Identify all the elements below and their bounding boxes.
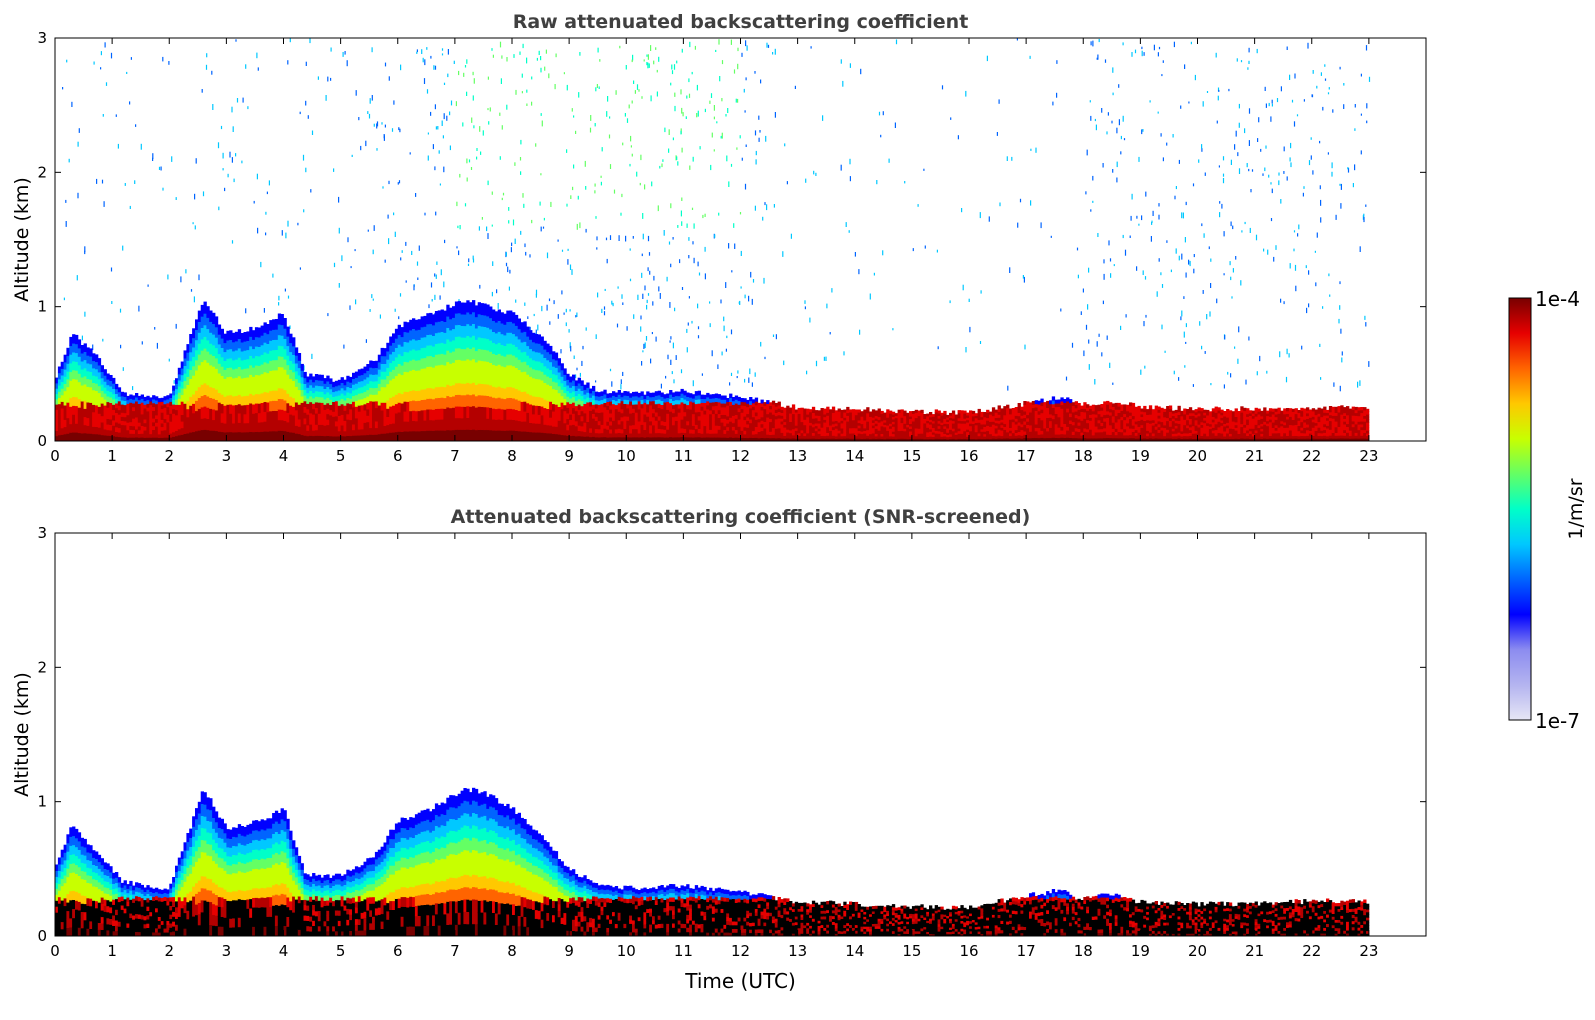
- x-tick-label: 17: [1017, 942, 1036, 960]
- x-tick-label: 4: [279, 942, 289, 960]
- y-tick-label: 1: [37, 298, 47, 316]
- colorbar-max-label: 1e-4: [1535, 287, 1580, 311]
- x-tick-label: 12: [731, 942, 750, 960]
- x-tick-label: 19: [1131, 942, 1150, 960]
- x-tick-label: 15: [902, 942, 921, 960]
- panel-2: 0 1 2 3 4 5 6 7 8 9 10 11 12 13 14 15 16 17 18 19 20 21 22 2301…: [11, 506, 1427, 993]
- colorbar-gradient: [1508, 297, 1532, 721]
- x-tick-label: 22: [1302, 447, 1321, 465]
- x-tick-label: 5: [336, 447, 346, 465]
- x-tick-label: 20: [1188, 447, 1207, 465]
- chart-title: Attenuated backscattering coefficient (S…: [451, 506, 1031, 528]
- x-tick-label: 23: [1359, 942, 1378, 960]
- panel-1: 0 1 2 3 4 5 6 7 8 9 10 11 12 13 14 15 16 17 18 19 20 21 22 2301…: [11, 11, 1427, 465]
- x-tick-label: 18: [1074, 942, 1093, 960]
- y-tick-label: 1: [37, 793, 47, 811]
- x-tick-label: 16: [959, 447, 978, 465]
- x-tick-label: 0: [50, 942, 60, 960]
- y-tick-label: 2: [37, 658, 47, 676]
- x-tick-label: 2: [164, 447, 174, 465]
- x-tick-label: 3: [222, 447, 232, 465]
- x-tick-label: 12: [731, 447, 750, 465]
- x-tick-label: 21: [1245, 942, 1264, 960]
- y-tick-label: 3: [37, 29, 47, 47]
- x-tick-label: 13: [788, 447, 807, 465]
- x-tick-label: 22: [1302, 942, 1321, 960]
- x-tick-label: 18: [1074, 447, 1093, 465]
- x-tick-label: 20: [1188, 942, 1207, 960]
- heatmap-field: [55, 787, 1370, 937]
- x-tick-label: 2: [164, 942, 174, 960]
- x-tick-label: 14: [845, 942, 864, 960]
- x-tick-label: 13: [788, 942, 807, 960]
- x-tick-label: 7: [450, 447, 460, 465]
- x-tick-label: 11: [674, 447, 693, 465]
- x-tick-label: 10: [617, 447, 636, 465]
- x-tick-label: 14: [845, 447, 864, 465]
- x-tick-label: 5: [336, 942, 346, 960]
- x-tick-label: 21: [1245, 447, 1264, 465]
- y-tick-label: 0: [37, 432, 47, 450]
- y-axis-label: Altitude (km): [11, 177, 33, 302]
- x-tick-label: 9: [564, 447, 574, 465]
- x-tick-label: 8: [507, 447, 517, 465]
- x-tick-label: 3: [222, 942, 232, 960]
- x-tick-label: 23: [1359, 447, 1378, 465]
- x-tick-label: 6: [393, 447, 403, 465]
- x-tick-label: 19: [1131, 447, 1150, 465]
- y-tick-label: 3: [37, 524, 47, 542]
- x-tick-label: 1: [107, 447, 117, 465]
- colorbar: 1e-4 1e-7 1/m/sr: [1508, 287, 1587, 733]
- x-tick-label: 8: [507, 942, 517, 960]
- heatmap-field: [55, 38, 1371, 442]
- x-tick-label: 0: [50, 447, 60, 465]
- y-axis-label: Altitude (km): [11, 672, 33, 797]
- x-tick-label: 17: [1017, 447, 1036, 465]
- x-tick-label: 1: [107, 942, 117, 960]
- x-tick-label: 7: [450, 942, 460, 960]
- x-tick-label: 11: [674, 942, 693, 960]
- y-tick-label: 2: [37, 163, 47, 181]
- x-tick-label: 6: [393, 942, 403, 960]
- x-tick-label: 9: [564, 942, 574, 960]
- x-tick-label: 15: [902, 447, 921, 465]
- chart-title: Raw attenuated backscattering coefficien…: [513, 11, 969, 33]
- x-tick-label: 10: [617, 942, 636, 960]
- y-tick-label: 0: [37, 927, 47, 945]
- x-axis-label: Time (UTC): [684, 969, 796, 993]
- colorbar-label: 1/m/sr: [1565, 478, 1587, 539]
- colorbar-min-label: 1e-7: [1535, 709, 1580, 733]
- x-tick-label: 16: [959, 942, 978, 960]
- x-tick-label: 4: [279, 447, 289, 465]
